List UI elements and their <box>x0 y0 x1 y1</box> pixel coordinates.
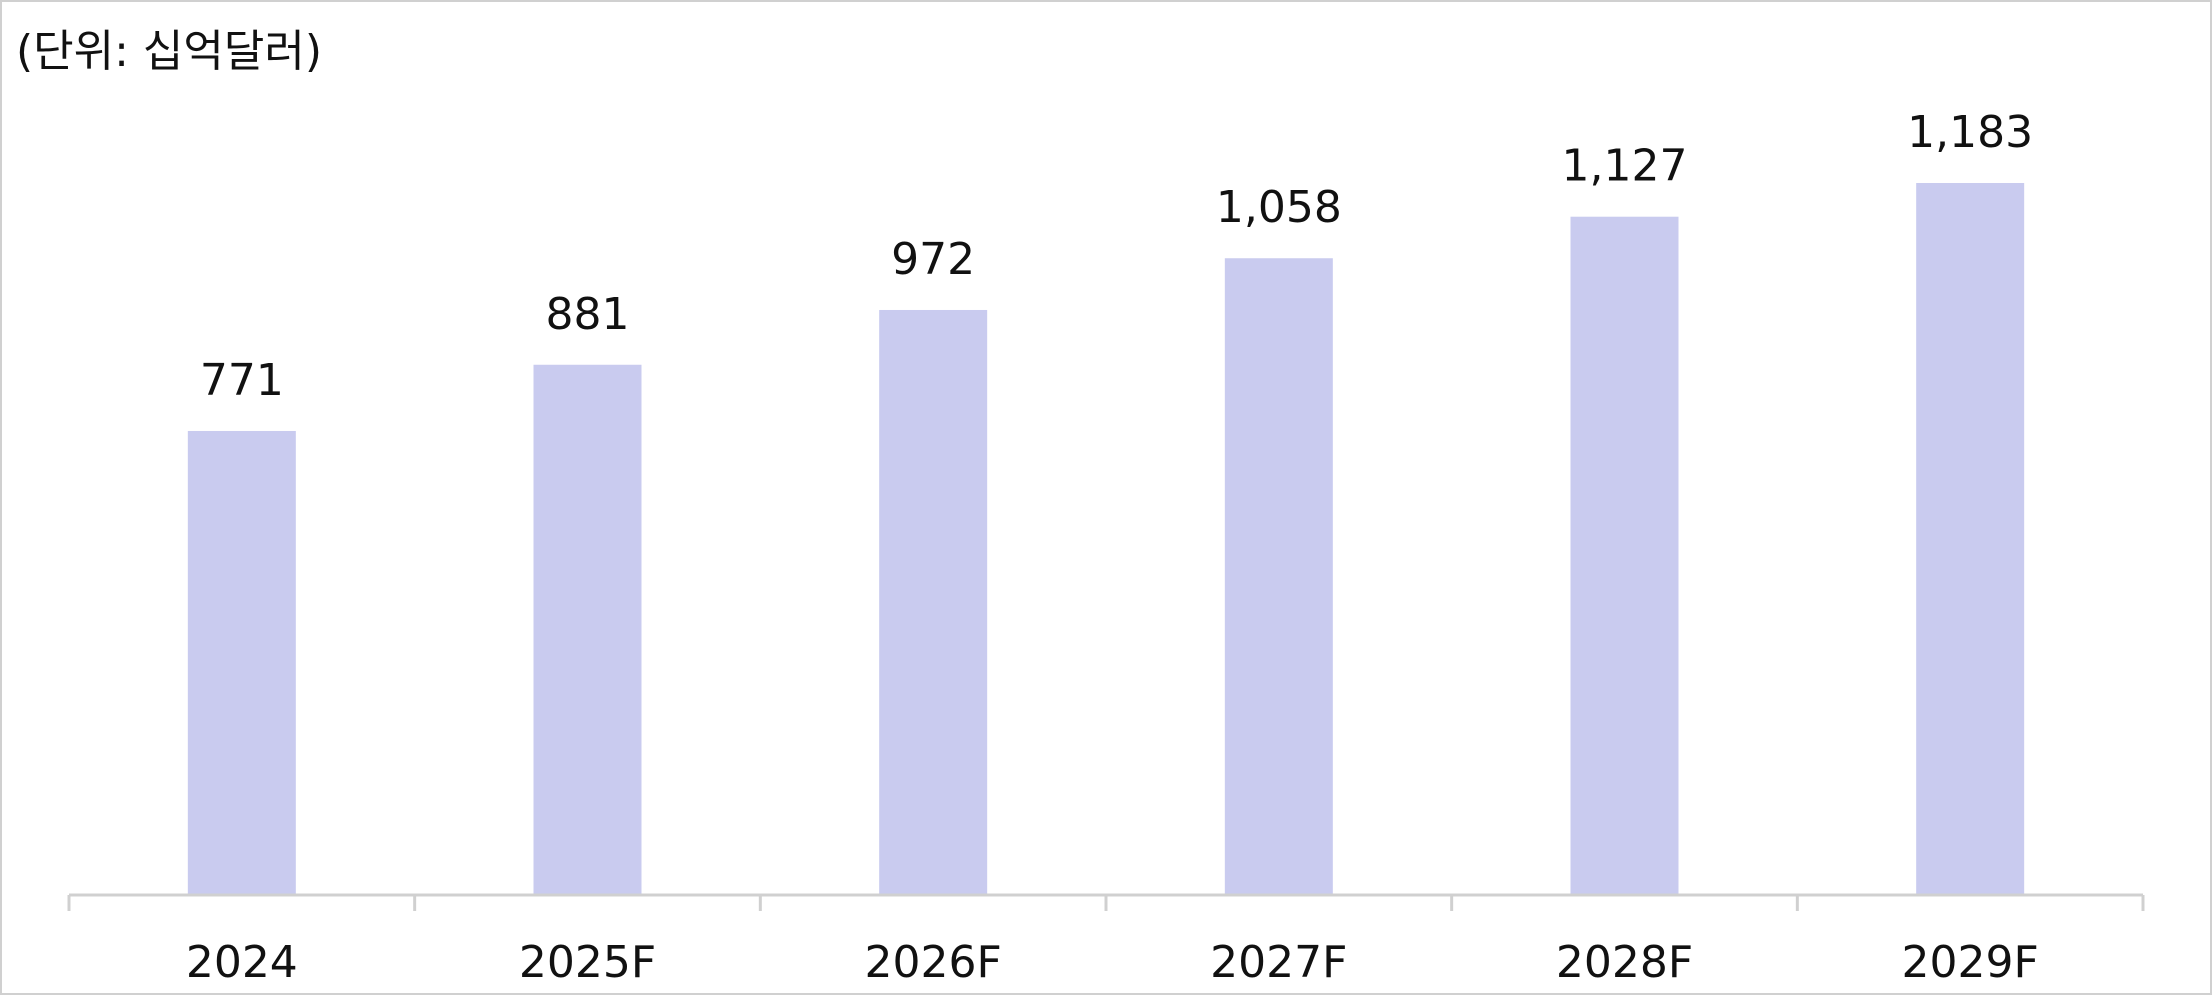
bar <box>1570 216 1679 895</box>
value-label: 1,127 <box>1562 141 1688 192</box>
bar <box>1916 183 2025 895</box>
x-tick-label: 2027F <box>1210 937 1347 988</box>
value-label: 1,058 <box>1216 182 1342 233</box>
x-tick-label: 2029F <box>1902 937 2039 988</box>
x-tick-label: 2028F <box>1556 937 1693 988</box>
bar <box>1224 258 1333 896</box>
bar <box>533 364 642 896</box>
value-label: 881 <box>546 289 630 340</box>
value-label: 972 <box>891 234 975 285</box>
x-tick-label: 2025F <box>519 937 656 988</box>
value-label: 771 <box>200 355 284 406</box>
x-tick-label: 2024 <box>186 937 298 988</box>
chart-subtitle: (단위: 십억달러) <box>16 26 322 77</box>
x-tick-label: 2026F <box>865 937 1002 988</box>
bar <box>879 309 988 895</box>
bar <box>187 430 296 895</box>
value-label: 1,183 <box>1907 107 2033 158</box>
